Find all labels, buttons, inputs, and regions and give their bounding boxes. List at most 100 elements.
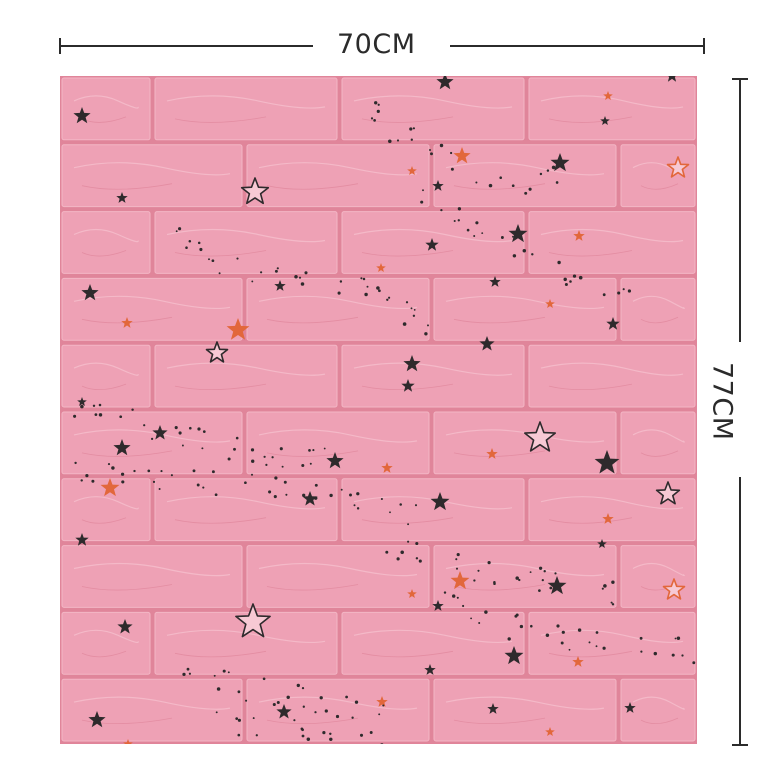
sparkle-dot: [302, 493, 306, 497]
brick-texture: [81, 650, 127, 658]
brick: [528, 77, 696, 141]
sparkle-dot: [329, 737, 333, 742]
dark-star: [667, 76, 677, 82]
brick-texture: [445, 696, 605, 710]
brick-texture: [174, 250, 267, 257]
sparkle-dot: [250, 448, 255, 452]
sparkle-dot: [197, 427, 201, 431]
sparkle-dot: [294, 275, 298, 279]
sparkle-dot: [511, 184, 515, 188]
outline-star: [235, 603, 271, 638]
sparkle-dot: [309, 462, 312, 465]
brick-texture: [81, 717, 173, 725]
sparkle-dot: [281, 465, 284, 468]
sparkle-dot: [524, 191, 528, 195]
orange-star: [226, 318, 250, 340]
dark-star: [597, 539, 607, 548]
sparkle-dot: [285, 493, 288, 496]
sparkle-dot: [80, 404, 84, 409]
sparkle-dot: [111, 466, 115, 470]
outline-star: [524, 421, 556, 452]
sparkle-dot: [692, 661, 696, 665]
sparkle-dot: [412, 127, 416, 130]
sparkle-dot: [413, 309, 416, 311]
sparkle-dot: [337, 291, 341, 295]
sparkle-dot: [538, 589, 541, 592]
brick: [61, 144, 243, 208]
sparkle-dot: [178, 431, 182, 435]
sparkle-dot: [400, 550, 404, 555]
brick-texture: [361, 517, 454, 524]
sparkle-dot: [186, 667, 190, 671]
brick-texture: [453, 450, 546, 457]
dark-star: [401, 379, 415, 392]
sparkle-dot: [302, 705, 305, 708]
brick: [246, 144, 430, 208]
sparkle-dot: [389, 511, 391, 514]
brick-texture: [353, 228, 513, 243]
sparkle-dot: [514, 614, 518, 618]
sparkle-dot: [545, 633, 550, 638]
sparkle-dot: [245, 699, 248, 702]
sparkle-dot: [373, 119, 376, 122]
sparkle-dot: [251, 459, 255, 463]
brick-texture: [453, 183, 546, 190]
brick: [61, 545, 243, 608]
brick: [61, 211, 151, 274]
brick-texture: [81, 383, 127, 390]
sparkle-dot: [595, 645, 598, 648]
brick: [246, 277, 430, 341]
sparkle-dot: [430, 152, 433, 156]
brick: [528, 211, 696, 274]
sparkle-dot: [147, 469, 151, 473]
sparkle-dot: [475, 221, 479, 225]
brick: [154, 211, 338, 274]
sparkle-dot: [152, 480, 156, 483]
sparkle-dot: [396, 139, 400, 142]
sparkle-dot: [362, 277, 366, 281]
sparkle-dot: [227, 457, 231, 461]
sparkle-dot: [617, 291, 621, 295]
brick-texture: [81, 584, 173, 591]
sparkle-dot: [456, 553, 460, 557]
sparkle-dot: [131, 408, 134, 411]
sparkle-dot: [512, 235, 514, 238]
brick-texture: [266, 717, 359, 725]
brick-texture: [453, 584, 546, 591]
brick-texture: [632, 429, 685, 443]
sparkle-dot: [274, 476, 278, 480]
dark-star: [550, 153, 570, 172]
dark-star: [424, 664, 436, 675]
sparkle-dot: [475, 181, 478, 184]
sparkle-dot: [551, 165, 556, 170]
sparkle-dot: [251, 280, 254, 283]
brick: [620, 545, 696, 608]
brick-texture: [540, 95, 684, 109]
sparkle-dot: [443, 591, 447, 594]
brick: [61, 344, 151, 408]
width-dimension-right-cap: [703, 38, 705, 54]
sparkle-dot: [512, 254, 517, 258]
dark-star: [302, 491, 318, 506]
sparkle-dot: [522, 249, 527, 253]
dark-star: [600, 116, 610, 125]
outline-star: [666, 156, 690, 178]
brick: [341, 611, 525, 675]
sparkle-dot: [531, 253, 534, 256]
sparkle-dot: [359, 733, 364, 737]
brick-texture: [640, 450, 679, 457]
sparkle-dot: [418, 559, 422, 563]
sparkle-dot: [407, 523, 410, 526]
sparkle-dot: [268, 490, 272, 494]
dark-star: [430, 492, 450, 511]
sparkle-dot: [250, 473, 254, 476]
brick-texture: [353, 95, 513, 109]
sparkle-dot: [174, 426, 178, 430]
brick: [433, 277, 617, 341]
dark-star: [113, 439, 131, 456]
brick-texture: [353, 362, 513, 376]
sparkle-dot: [91, 479, 95, 483]
orange-star: [572, 656, 584, 667]
orange-star: [100, 478, 120, 497]
sparkle-dot: [560, 641, 564, 645]
